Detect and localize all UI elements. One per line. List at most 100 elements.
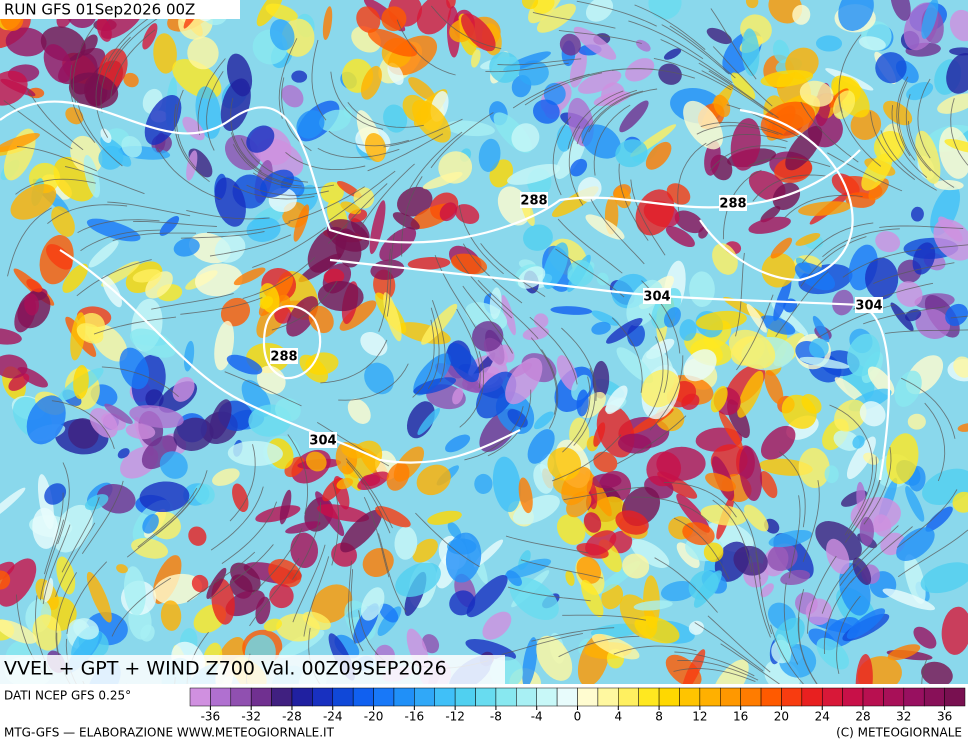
streamline: [661, 24, 730, 75]
streamline: [700, 121, 783, 136]
field-blob: [674, 210, 704, 234]
field-blob: [826, 538, 850, 574]
colorbar-swatch: [312, 687, 334, 707]
streamline: [613, 645, 697, 655]
field-blob: [290, 532, 319, 569]
field-blob: [449, 590, 476, 616]
streamline: [292, 501, 322, 580]
streamline: [7, 207, 52, 277]
field-blob: [946, 53, 968, 94]
field-blob: [957, 423, 968, 432]
field-blob: [246, 217, 281, 242]
streamline: [576, 89, 638, 145]
field-blob: [86, 571, 112, 623]
colorbar-tick-label: 4: [614, 710, 622, 724]
field-blob: [585, 0, 614, 22]
streamline: [81, 480, 124, 555]
field-blob: [883, 100, 913, 126]
streamline: [505, 535, 589, 554]
field-blob: [383, 292, 402, 342]
field-blob: [230, 562, 261, 593]
streamline: [677, 142, 707, 218]
field-blob: [728, 329, 776, 369]
streamline: [206, 71, 224, 151]
field-blob: [682, 649, 706, 684]
colorbar-swatch: [740, 687, 762, 707]
field-blob: [577, 176, 602, 202]
streamline: [885, 329, 968, 334]
streamline: [797, 588, 810, 672]
field-blob: [121, 135, 142, 158]
streamline: [821, 545, 871, 614]
streamline: [720, 643, 781, 684]
field-blob: [226, 354, 263, 375]
streamline: [897, 529, 968, 578]
field-blob: [62, 263, 89, 293]
streamline: [43, 492, 64, 575]
field-blob: [73, 618, 99, 640]
run-label: RUN GFS 01Sep2026 00Z: [4, 1, 195, 19]
streamline: [593, 104, 631, 176]
field-blob: [32, 507, 59, 549]
field-blob: [172, 376, 195, 402]
field-blob: [265, 3, 298, 21]
field-blob: [269, 583, 294, 609]
field-blob: [634, 616, 680, 644]
field-blob: [760, 101, 816, 139]
colorbar-swatch: [495, 687, 517, 707]
streamline: [873, 262, 955, 285]
field-blob: [0, 558, 37, 607]
field-blob: [815, 35, 843, 52]
streamline: [15, 178, 96, 195]
colorbar-swatch: [230, 687, 252, 707]
streamline: [232, 143, 302, 187]
field-blob: [52, 504, 93, 553]
field-blob: [408, 77, 436, 101]
field-blob: [577, 70, 622, 94]
streamline: [524, 72, 603, 106]
field-blob: [542, 242, 569, 290]
streamline: [628, 20, 704, 60]
field-blob: [896, 527, 935, 561]
field-blob: [799, 356, 850, 369]
field-blob: [953, 356, 968, 378]
field-blob: [764, 518, 780, 534]
field-blob: [780, 569, 811, 586]
streamline: [842, 248, 922, 278]
streamline: [783, 582, 799, 665]
colorbar-swatch: [944, 687, 966, 707]
streamline: [829, 404, 873, 471]
field-blob: [941, 606, 968, 655]
field-blob: [343, 106, 353, 119]
field-blob: [859, 401, 886, 427]
field-blob: [356, 6, 381, 33]
field-blob: [187, 36, 219, 70]
field-blob: [395, 562, 441, 597]
field-blob: [340, 201, 361, 215]
field-blob: [760, 206, 781, 223]
colorbar-tick-label: -16: [405, 710, 425, 724]
colorbar-tick-label: -12: [445, 710, 465, 724]
streamline: [561, 327, 597, 402]
field-blob: [573, 26, 617, 60]
streamline: [568, 125, 584, 206]
field-blob: [85, 494, 109, 511]
field-blob: [712, 243, 738, 275]
field-blob: [445, 434, 471, 453]
colorbar-swatch: [577, 687, 599, 707]
streamline: [42, 524, 71, 605]
field-blob: [129, 405, 184, 429]
streamline: [530, 337, 558, 415]
field-blob: [845, 192, 876, 208]
field-blob: [730, 118, 761, 171]
field-blob: [89, 408, 118, 438]
streamline: [917, 78, 931, 159]
field-blob: [173, 417, 214, 451]
streamline: [111, 577, 172, 637]
colorbar-tick-label: -36: [201, 710, 221, 724]
field-blob: [518, 477, 533, 514]
field-blob: [945, 303, 968, 326]
field-blob: [32, 614, 62, 651]
streamline: [648, 336, 664, 417]
colorbar-tick-label: -8: [490, 710, 502, 724]
